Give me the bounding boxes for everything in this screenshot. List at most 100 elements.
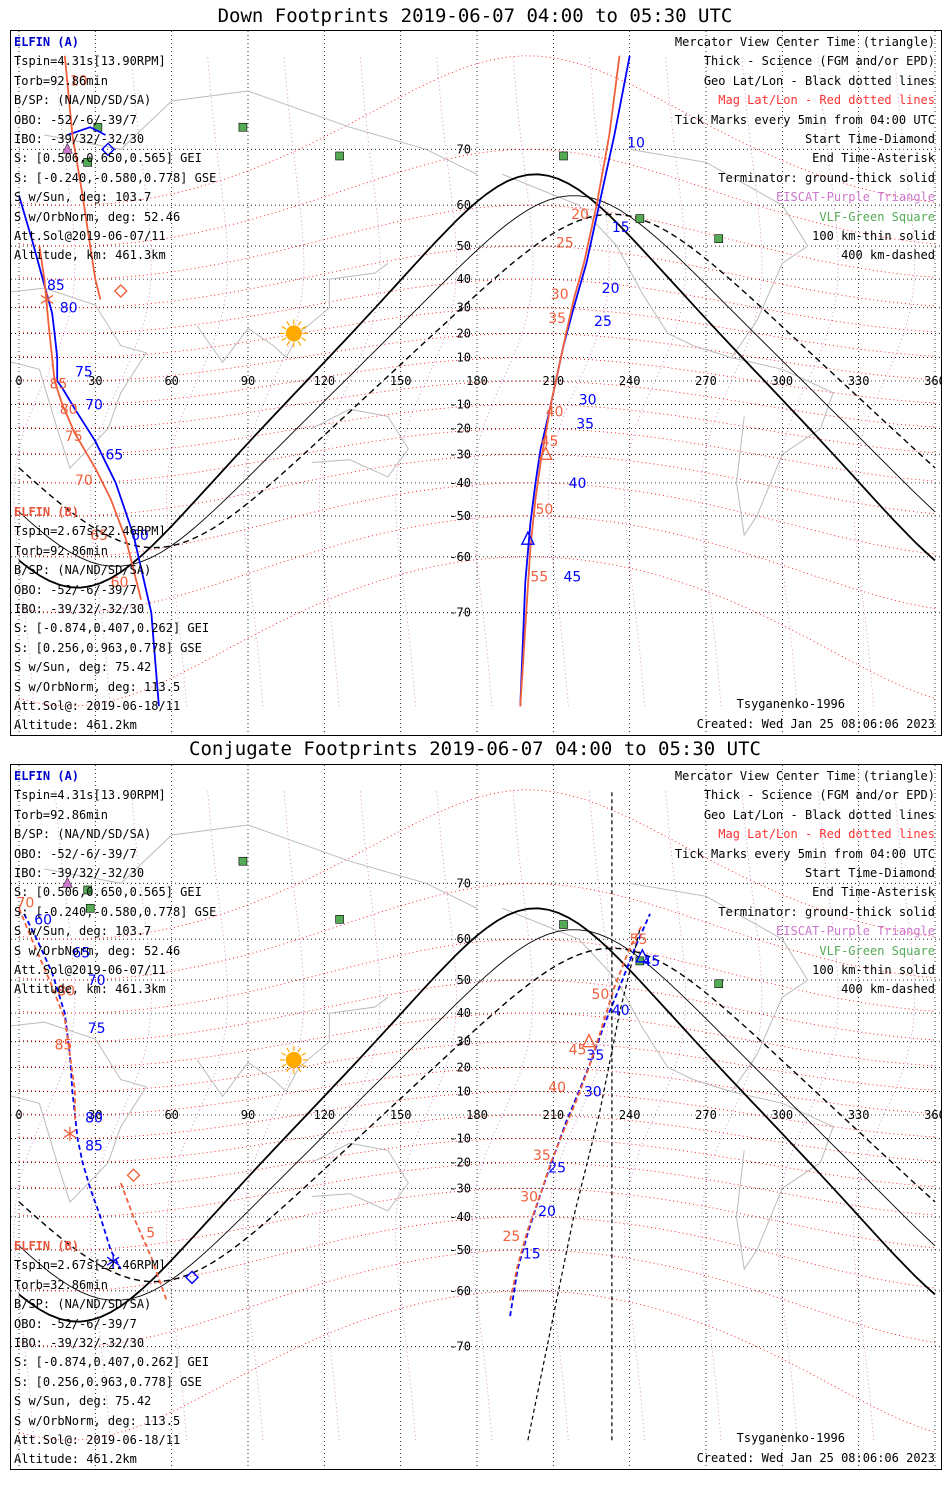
mag-lon-line <box>242 789 305 1441</box>
info-line: Att.Sol@2019-06-07/11 <box>14 228 166 243</box>
sc-a-center-triangle-icon <box>520 530 536 545</box>
mag-lat-line <box>18 882 936 981</box>
lat-tick-label: -70 <box>449 606 471 620</box>
sc-b-info: ELFIN (B) Tspin=2.67s[22.46RPM] Torb=32.86… <box>14 1237 209 1469</box>
terminator-100km <box>18 929 936 1301</box>
info-line: Thick - Science (FGM and/or EPD) <box>703 788 935 803</box>
mag-lon-line <box>318 55 381 707</box>
vlf-site <box>238 856 248 866</box>
created-label: Created: Wed Jan 25 08:06:06 2023 <box>696 717 935 731</box>
terminator-ground <box>18 907 936 1323</box>
info-line: Terminator: ground-thick solid <box>718 904 935 919</box>
tick-time-label: 10 <box>70 73 88 89</box>
orbit-trace-c2 <box>527 929 641 1441</box>
lat-tick-label: 20 <box>457 1060 471 1074</box>
tick-time-label: 60 <box>131 528 149 544</box>
sc-a-start-diamond-icon <box>101 142 116 157</box>
info-line: 400 km-dashed <box>841 248 935 263</box>
mag-lon-line <box>13 55 76 707</box>
sc-b-center-triangle-icon <box>581 1033 597 1048</box>
tick-time-label: 70 <box>88 973 106 989</box>
eiscat-triangle-icon <box>61 142 73 154</box>
lon-tick-label: 60 <box>164 374 178 388</box>
tick-time-label: 75 <box>88 1021 106 1037</box>
tick-time-label: 80 <box>60 301 78 317</box>
tick-time-label: 55 <box>630 932 648 948</box>
tick-time-label: 30 <box>579 393 597 409</box>
info-line: Torb=92.86min <box>14 807 108 822</box>
lat-tick-label: 40 <box>457 272 471 286</box>
legend: Mercator View Center Time (triangle) Thic… <box>675 33 935 266</box>
vlf-site <box>635 956 645 966</box>
lon-tick-label: 120 <box>313 374 335 388</box>
terminator-400km <box>18 213 936 549</box>
tick-time-label: 25 <box>548 1161 566 1177</box>
mag-lon-line <box>89 55 152 707</box>
tick-time-label: 25 <box>556 235 574 251</box>
coastline <box>196 262 389 364</box>
orbit-trace-a1 <box>67 126 106 136</box>
info-line: S: [-0.874,0.407,0.262] GEI <box>14 621 210 636</box>
mag-lat-line <box>18 1012 936 1068</box>
info-line: S: [0.256,0.963,0.778] GSE <box>14 640 202 655</box>
info-line: Mercator View Center Time (triangle) <box>674 35 935 49</box>
mag-lon-line <box>242 55 305 707</box>
tick-time-label: 40 <box>546 405 564 421</box>
lon-tick-label: 360 <box>924 1108 942 1122</box>
lat-tick-label: 60 <box>457 198 471 212</box>
lat-tick-label: 10 <box>457 351 471 365</box>
eiscat-triangle-icon <box>61 876 73 888</box>
panel-1: 0 30 60 90 120 150 180 210 240 270 300 330 360 70 60 50… <box>10 30 942 736</box>
tick-time-label: 60 <box>34 912 52 928</box>
sun-ray <box>297 340 302 346</box>
tick-time-label: 35 <box>586 1048 604 1064</box>
mag-lon-line <box>13 789 76 1441</box>
vlf-site <box>635 214 645 223</box>
info-line: S w/Sun, deg: 103.7 <box>14 924 152 939</box>
lat-tick-label: 20 <box>457 326 471 340</box>
sc-b-start-diamond-icon <box>113 283 128 298</box>
info-line: Torb=32.86min <box>14 1277 108 1292</box>
tick-time-label: 50 <box>592 987 610 1003</box>
lon-tick-label: 60 <box>164 1108 178 1122</box>
tick-time-label: 40 <box>612 1003 630 1019</box>
mag-lat-line <box>18 380 936 430</box>
vlf-site <box>559 920 568 929</box>
tick-time-label: 30 <box>551 287 569 303</box>
mag-lon-line <box>700 55 763 707</box>
lat-tick-label: 70 <box>457 876 471 890</box>
tick-time-label: 70 <box>16 895 34 911</box>
sun-ray <box>286 320 290 326</box>
mag-lon-line <box>776 55 839 707</box>
lon-tick-label: 210 <box>542 374 564 388</box>
info-line: S: [0.506,0.650,0.565] GEI <box>14 885 202 900</box>
lon-tick-label: 330 <box>848 1108 870 1122</box>
coastline <box>44 824 478 909</box>
lat-tick-label: -60 <box>449 1284 471 1298</box>
lat-tick-label: -30 <box>449 447 471 461</box>
sc-a-info: ELFIN (A) Tspin=4.31s[13.90RPM] Torb=92.86… <box>14 33 216 266</box>
tick-time-label: 80 <box>85 1110 103 1126</box>
info-line: S: [0.506,0.650,0.565] GEI <box>14 151 202 166</box>
mag-lon-line <box>166 55 229 707</box>
asterisk-stroke <box>106 1256 120 1266</box>
coastline <box>11 287 147 470</box>
mag-lon-line <box>853 55 916 707</box>
sun-ray <box>301 325 307 330</box>
mag-lat-line <box>18 1290 936 1441</box>
tick-time-label: 55 <box>530 570 548 586</box>
asterisk-stroke <box>40 294 54 305</box>
tick-time-label: 80 <box>57 984 75 1000</box>
mag-lat-line <box>18 1091 936 1139</box>
tick-time-label: 20 <box>538 1204 556 1220</box>
tick-time-label: 15 <box>612 220 630 236</box>
tick-time-label: 35 <box>576 417 594 433</box>
info-line: Mercator View Center Time (triangle) <box>674 769 935 783</box>
mag-lon-line <box>395 789 458 1441</box>
mag-lat-line <box>18 278 936 334</box>
mag-lon-line <box>624 55 687 707</box>
sc-a-start-diamond-icon <box>185 1270 200 1285</box>
info-line: S w/Sun, deg: 75.42 <box>14 1394 152 1409</box>
tick-time-label: 35 <box>548 311 566 327</box>
mag-lat-line <box>18 307 936 359</box>
